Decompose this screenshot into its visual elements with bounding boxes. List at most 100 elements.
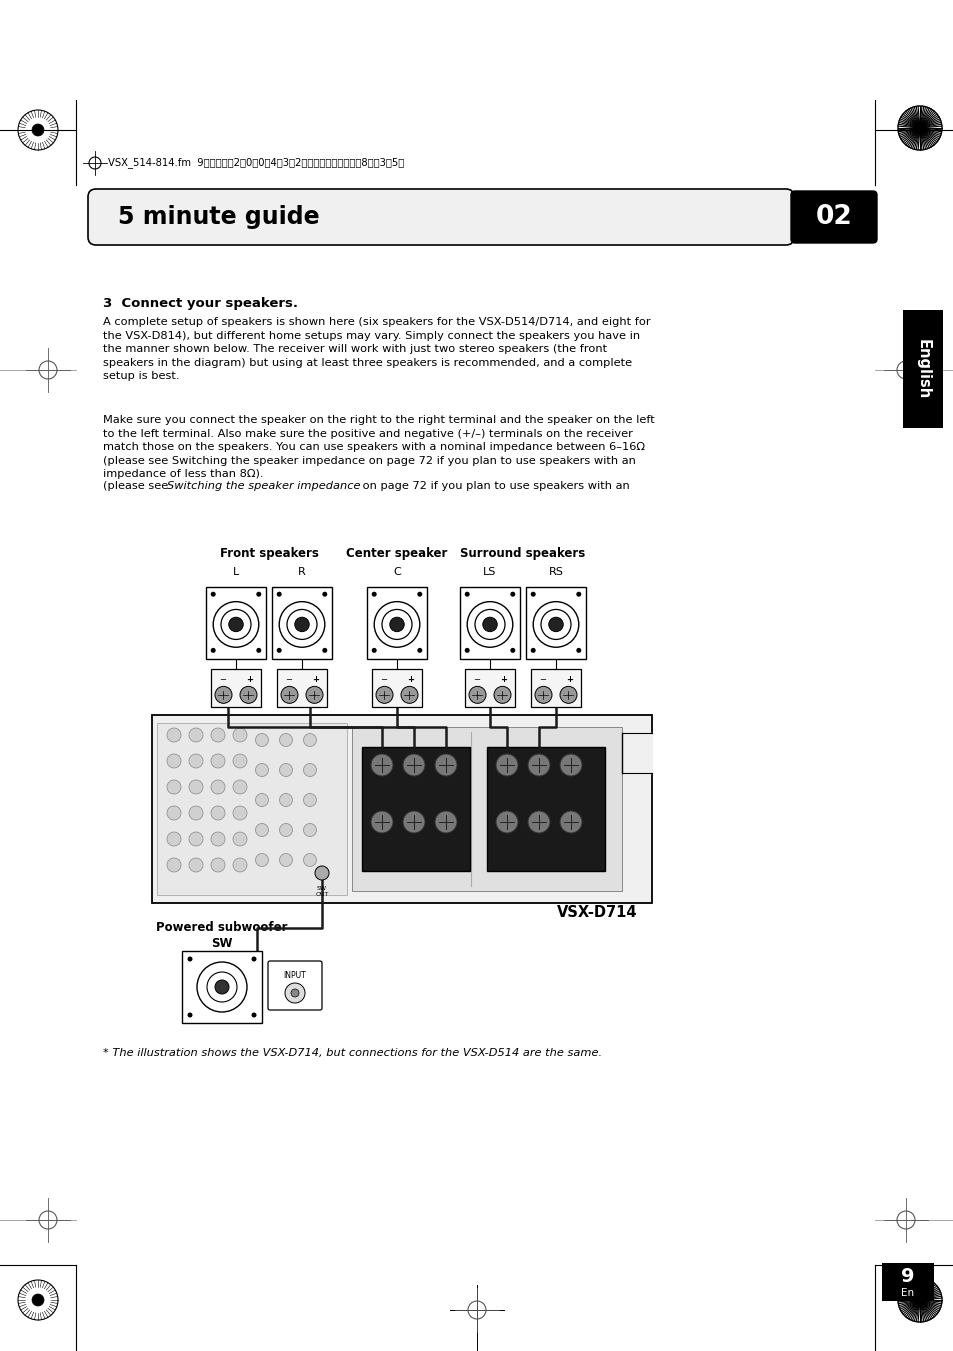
Circle shape bbox=[527, 811, 550, 834]
Circle shape bbox=[255, 854, 268, 866]
Text: Switching the speaker impedance: Switching the speaker impedance bbox=[167, 481, 360, 490]
Circle shape bbox=[371, 754, 393, 775]
Circle shape bbox=[303, 824, 316, 836]
Circle shape bbox=[306, 686, 323, 704]
Text: +: + bbox=[246, 676, 253, 684]
Circle shape bbox=[494, 686, 511, 704]
Text: −: − bbox=[473, 676, 479, 684]
Circle shape bbox=[256, 648, 261, 653]
Text: SW
OUT: SW OUT bbox=[315, 886, 329, 897]
Bar bbox=[352, 727, 621, 892]
Circle shape bbox=[167, 807, 181, 820]
Circle shape bbox=[189, 832, 203, 846]
Text: 02: 02 bbox=[815, 204, 851, 230]
Bar bbox=[152, 715, 651, 902]
FancyBboxPatch shape bbox=[88, 189, 793, 245]
Circle shape bbox=[189, 728, 203, 742]
Circle shape bbox=[464, 648, 469, 653]
Circle shape bbox=[240, 686, 256, 704]
Text: −: − bbox=[285, 676, 292, 684]
Text: VSX_514-814.fm  9ページ・・2・0・0・4年3月2日・・火曜日・・午後8時・3・5分: VSX_514-814.fm 9ページ・・2・0・0・4年3月2日・・火曜日・・… bbox=[108, 158, 404, 169]
Circle shape bbox=[276, 648, 281, 653]
Bar bbox=[372, 669, 421, 707]
Text: English: English bbox=[915, 339, 929, 399]
Circle shape bbox=[279, 734, 293, 747]
Text: −: − bbox=[538, 676, 545, 684]
Circle shape bbox=[189, 754, 203, 767]
Text: INPUT: INPUT bbox=[283, 971, 306, 979]
Text: * The illustration shows the VSX-D714, but connections for the VSX-D514 are the : * The illustration shows the VSX-D714, b… bbox=[103, 1048, 601, 1058]
Circle shape bbox=[372, 648, 376, 653]
Circle shape bbox=[279, 793, 293, 807]
Circle shape bbox=[188, 957, 193, 962]
Circle shape bbox=[548, 617, 562, 632]
Text: Make sure you connect the speaker on the right to the right terminal and the spe: Make sure you connect the speaker on the… bbox=[103, 415, 654, 480]
Circle shape bbox=[375, 686, 393, 704]
Text: −: − bbox=[219, 676, 226, 684]
Circle shape bbox=[303, 793, 316, 807]
Circle shape bbox=[255, 734, 268, 747]
Circle shape bbox=[167, 728, 181, 742]
Circle shape bbox=[255, 824, 268, 836]
Circle shape bbox=[252, 1012, 256, 1017]
Circle shape bbox=[314, 866, 329, 880]
Circle shape bbox=[281, 686, 297, 704]
Circle shape bbox=[233, 780, 247, 794]
Circle shape bbox=[291, 989, 298, 997]
Circle shape bbox=[189, 858, 203, 871]
Bar bbox=[206, 586, 266, 659]
Bar bbox=[361, 747, 470, 871]
Circle shape bbox=[211, 807, 225, 820]
Circle shape bbox=[322, 592, 327, 597]
Bar bbox=[464, 669, 515, 707]
Text: Center speaker: Center speaker bbox=[346, 547, 447, 561]
Text: +: + bbox=[565, 676, 573, 684]
Circle shape bbox=[233, 858, 247, 871]
Circle shape bbox=[390, 617, 404, 632]
Circle shape bbox=[527, 754, 550, 775]
Circle shape bbox=[303, 854, 316, 866]
Text: Powered subwoofer: Powered subwoofer bbox=[156, 921, 288, 934]
Circle shape bbox=[464, 592, 469, 597]
Circle shape bbox=[233, 754, 247, 767]
Circle shape bbox=[400, 686, 417, 704]
Circle shape bbox=[214, 686, 232, 704]
Circle shape bbox=[279, 824, 293, 836]
Bar bbox=[272, 586, 332, 659]
Bar bbox=[459, 586, 519, 659]
Circle shape bbox=[233, 728, 247, 742]
Circle shape bbox=[469, 686, 485, 704]
Circle shape bbox=[32, 124, 44, 136]
Bar bbox=[157, 723, 347, 894]
Text: R: R bbox=[297, 567, 306, 577]
Text: C: C bbox=[393, 567, 400, 577]
Circle shape bbox=[167, 832, 181, 846]
Text: 3  Connect your speakers.: 3 Connect your speakers. bbox=[103, 297, 297, 309]
Circle shape bbox=[535, 686, 552, 704]
Circle shape bbox=[371, 811, 393, 834]
Circle shape bbox=[510, 592, 515, 597]
Circle shape bbox=[276, 592, 281, 597]
Circle shape bbox=[294, 617, 309, 632]
Bar bbox=[486, 747, 604, 871]
Circle shape bbox=[256, 592, 261, 597]
Text: LS: LS bbox=[483, 567, 497, 577]
Bar bbox=[367, 586, 427, 659]
Circle shape bbox=[402, 754, 424, 775]
Bar bbox=[211, 669, 261, 707]
Circle shape bbox=[402, 811, 424, 834]
Text: 9: 9 bbox=[901, 1266, 914, 1286]
Circle shape bbox=[255, 793, 268, 807]
Circle shape bbox=[188, 1012, 193, 1017]
FancyBboxPatch shape bbox=[790, 190, 876, 243]
Circle shape bbox=[285, 984, 305, 1002]
Circle shape bbox=[559, 811, 581, 834]
Circle shape bbox=[252, 957, 256, 962]
Bar bbox=[525, 586, 585, 659]
Circle shape bbox=[167, 858, 181, 871]
Text: on page 72 if you plan to use speakers with an: on page 72 if you plan to use speakers w… bbox=[358, 481, 629, 490]
Circle shape bbox=[416, 592, 422, 597]
Circle shape bbox=[496, 754, 517, 775]
Circle shape bbox=[322, 648, 327, 653]
Circle shape bbox=[211, 728, 225, 742]
